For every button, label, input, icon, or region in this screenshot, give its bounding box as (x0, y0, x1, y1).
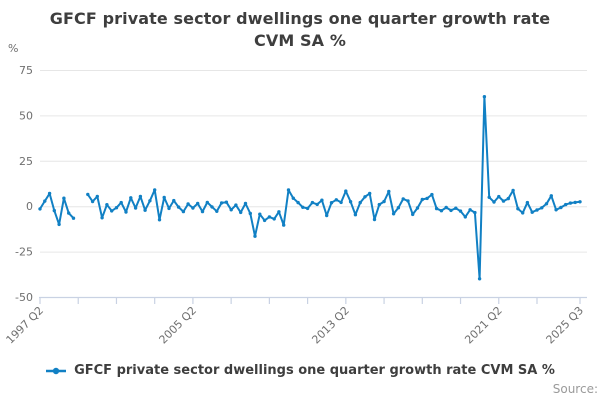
svg-text:2005 Q2: 2005 Q2 (157, 304, 200, 347)
svg-text:2025 Q3: 2025 Q3 (544, 304, 587, 347)
y-axis-unit-label: % (8, 42, 19, 55)
svg-text:1997 Q2: 1997 Q2 (4, 304, 47, 347)
svg-text:-25: -25 (15, 246, 33, 259)
svg-text:75: 75 (19, 64, 33, 77)
series-markers[interactable] (38, 95, 582, 281)
source-label: Source: (552, 382, 598, 396)
legend-item[interactable]: GFCF private sector dwellings one quarte… (45, 363, 555, 378)
series-line (39, 95, 581, 280)
svg-text:25: 25 (19, 155, 33, 168)
x-axis (39, 296, 587, 304)
svg-text:2013 Q2: 2013 Q2 (309, 304, 352, 347)
chart-title: GFCF private sector dwellings one quarte… (49, 9, 551, 50)
svg-text:2021 Q2: 2021 Q2 (462, 304, 505, 347)
x-axis-labels: 1997 Q2 2005 Q2 2013 Q2 2021 Q2 2025 Q3 (4, 304, 587, 347)
y-axis-labels: 75 50 25 0 -25 -50 (15, 64, 33, 304)
chart-legend: GFCF private sector dwellings one quarte… (0, 363, 600, 378)
svg-text:-50: -50 (15, 291, 33, 304)
legend-line-marker-icon (46, 367, 67, 374)
svg-text:50: 50 (19, 109, 33, 122)
legend-label: GFCF private sector dwellings one quarte… (74, 363, 555, 378)
y-gridlines (40, 70, 587, 253)
svg-text:0: 0 (26, 200, 33, 213)
